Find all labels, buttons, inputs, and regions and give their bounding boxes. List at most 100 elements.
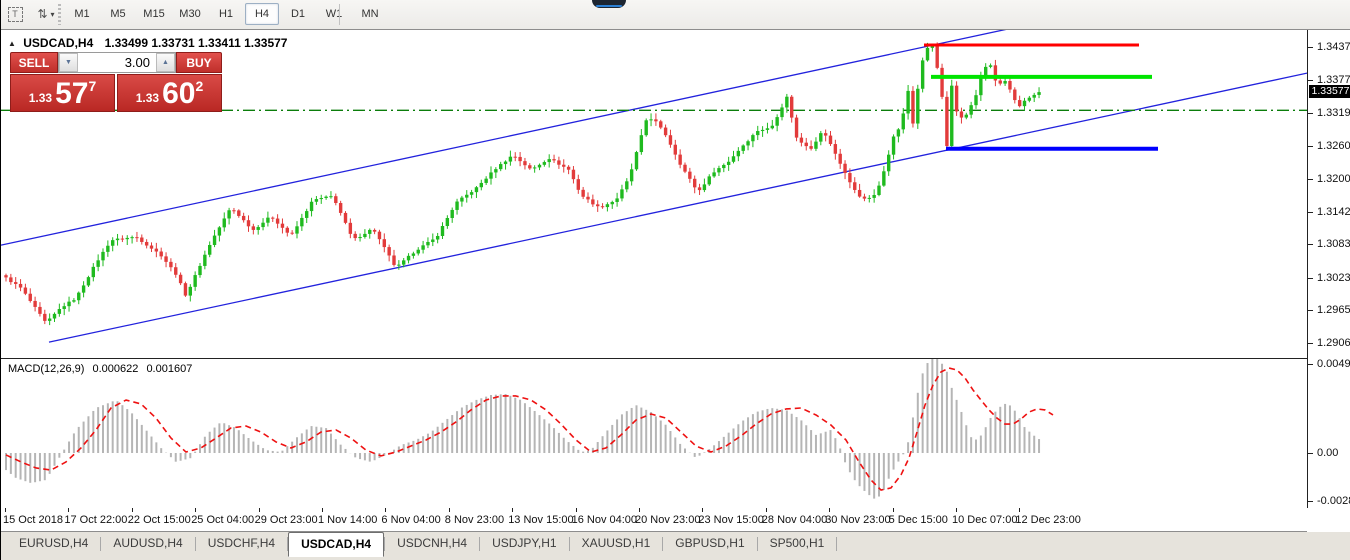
price-tick-label: 1.30835 xyxy=(1317,238,1350,251)
chart-tab-usdcad[interactable]: USDCAD,H4 xyxy=(288,532,385,557)
time-tick-mark xyxy=(1019,508,1021,512)
time-tick-mark xyxy=(448,508,450,512)
price-tick-mark xyxy=(1308,145,1313,147)
price-chart-panel[interactable]: ▲ USDCAD,H4 1.33499 1.33731 1.33411 1.33… xyxy=(1,30,1307,359)
price-tick-mark xyxy=(1308,310,1313,312)
tab-separator xyxy=(100,537,102,551)
macd-chart[interactable] xyxy=(1,359,1307,508)
timeframe-button-m15[interactable]: M15 xyxy=(143,8,165,20)
price-tick-mark xyxy=(1308,211,1313,213)
time-tick-mark xyxy=(68,508,70,512)
macd-tick-mark xyxy=(1308,453,1313,454)
volume-up-button[interactable]: ▲ xyxy=(156,53,175,72)
tab-separator xyxy=(287,537,289,551)
volume-stepper: ▼ 3.00 ▲ xyxy=(58,52,176,73)
chart-tab-gbpusd[interactable]: GBPUSD,H1 xyxy=(675,536,745,550)
timeframe-button-h4[interactable]: H4 xyxy=(245,3,279,25)
time-tick-mark xyxy=(956,508,957,512)
time-tick-label: 10 Dec 07:00 xyxy=(952,514,1018,526)
chart-tab-xauusd[interactable]: XAUUSD,H1 xyxy=(581,536,651,550)
toolbar-grip[interactable] xyxy=(58,4,61,25)
price-tick-label: 1.29065 xyxy=(1317,337,1350,349)
channel-upper-trendline[interactable] xyxy=(1,30,1307,246)
time-tick-label: 5 Dec 15:00 xyxy=(888,514,948,526)
time-tick-label: 16 Nov 04:00 xyxy=(571,514,638,526)
chart-symbol: USDCAD,H4 xyxy=(23,36,94,50)
macd-tick-label: -0.002868 xyxy=(1317,495,1350,507)
chart-tab-sp500[interactable]: SP500,H1 xyxy=(769,536,825,550)
price-tick-mark xyxy=(1308,179,1313,181)
tab-separator xyxy=(384,537,386,551)
sell-price-prefix: 1.33 xyxy=(28,91,53,105)
candlestick-chart[interactable] xyxy=(1,30,1307,358)
chart-ohlc: 1.33499 1.33731 1.33411 1.33577 xyxy=(104,36,288,50)
chart-tab-audusd[interactable]: AUDUSD,H4 xyxy=(113,536,183,550)
collapse-triangle-icon[interactable]: ▲ xyxy=(8,39,16,48)
time-axis[interactable]: 15 Oct 2018 17 Oct 22:00 22 Oct 15:00 25 Oc… xyxy=(1,508,1307,532)
buy-price-box[interactable]: 1.33 60 2 xyxy=(117,74,222,112)
dropdown-caret-icon: ▾ xyxy=(50,9,55,19)
chart-title: ▲ USDCAD,H4 1.33499 1.33731 1.33411 1.33… xyxy=(8,36,287,50)
macd-histogram xyxy=(5,359,1041,499)
time-tick-mark xyxy=(829,508,831,512)
timeframe-button-mn[interactable]: MN xyxy=(361,8,379,20)
macd-tick-label: 0.00 xyxy=(1317,447,1339,459)
tab-separator xyxy=(479,537,481,551)
price-axis[interactable]: 1.33577 1.34375 1.33775 1.33190 1.32605 1.32… xyxy=(1307,30,1350,508)
timeframe-button-m30[interactable]: M30 xyxy=(179,8,201,20)
time-tick-mark xyxy=(892,508,894,512)
macd-tick-mark xyxy=(1308,501,1313,502)
timeframe-button-w1[interactable]: W1 xyxy=(325,8,343,20)
macd-tick-mark xyxy=(1308,364,1313,365)
channel-lower-trendline[interactable] xyxy=(48,72,1307,343)
timeframe-button-m1[interactable]: M1 xyxy=(74,8,90,20)
price-tick-label: 1.34375 xyxy=(1317,41,1350,53)
one-click-trade-panel: SELL ▼ 3.00 ▲ BUY 1.33 57 7 1.33 60 2 xyxy=(10,52,222,112)
time-tick-mark xyxy=(195,508,197,512)
tab-separator xyxy=(568,537,570,551)
time-tick-label: 28 Nov 04:00 xyxy=(761,514,828,526)
macd-indicator-panel[interactable]: MACD(12,26,9) 0.000622 0.001607 xyxy=(1,359,1307,509)
time-tick-mark xyxy=(322,508,323,512)
time-tick-mark xyxy=(512,508,514,512)
buy-price-prefix: 1.33 xyxy=(135,91,160,105)
time-tick-label: 25 Oct 04:00 xyxy=(191,514,255,526)
selection-tool-icon[interactable]: T xyxy=(4,4,26,24)
buy-price-pip: 2 xyxy=(195,78,204,94)
time-tick-label: 17 Oct 22:00 xyxy=(64,514,128,526)
time-tick-mark xyxy=(639,508,640,512)
price-tick-label: 1.32605 xyxy=(1317,139,1350,152)
sell-price-box[interactable]: 1.33 57 7 xyxy=(10,74,115,112)
timeframe-button-d1[interactable]: D1 xyxy=(290,8,306,20)
time-tick-mark xyxy=(258,508,260,512)
chart-tab-usdjpy[interactable]: USDJPY,H1 xyxy=(492,536,557,550)
macd-main-value: 0.000622 xyxy=(92,363,139,375)
chart-tab-usdcnh[interactable]: USDCNH,H4 xyxy=(397,536,468,550)
price-tick-label: 1.30235 xyxy=(1317,271,1350,284)
toolbar-separator xyxy=(339,4,340,25)
time-tick-label: 29 Oct 23:00 xyxy=(254,514,318,526)
arrange-windows-icon[interactable]: ⇅ ▾ xyxy=(31,4,61,24)
candles xyxy=(4,42,1041,326)
price-tick-mark xyxy=(1308,47,1313,48)
time-tick-label: 8 Nov 23:00 xyxy=(444,514,505,526)
tab-separator xyxy=(662,537,664,551)
volume-down-button[interactable]: ▼ xyxy=(59,53,78,72)
buy-button[interactable]: BUY xyxy=(176,52,222,73)
chart-tab-usdchf[interactable]: USDCHF,H4 xyxy=(207,536,276,550)
time-tick-label: 23 Nov 15:00 xyxy=(698,514,764,526)
chart-tab-bar: EURUSD,H4 AUDUSD,H4 USDCHF,H4 USDCAD,H4 USDC… xyxy=(1,532,1350,560)
volume-input[interactable]: 3.00 xyxy=(124,55,150,70)
sell-button[interactable]: SELL xyxy=(10,52,58,73)
chart-tab-eurusd[interactable]: EURUSD,H4 xyxy=(19,536,89,550)
sell-price-pip: 7 xyxy=(88,78,97,94)
time-tick-mark xyxy=(575,508,577,512)
time-tick-label: 1 Nov 14:00 xyxy=(318,514,378,526)
platform-logo xyxy=(592,0,626,8)
time-tick-label: 30 Nov 23:00 xyxy=(825,514,891,526)
toolbar: T ⇅ ▾ M1 M5 M15 M30 H1 H4 D1 W1 MN xyxy=(1,0,1350,30)
price-tick-mark xyxy=(1308,244,1313,246)
timeframe-button-h1[interactable]: H1 xyxy=(218,8,234,20)
timeframe-button-m5[interactable]: M5 xyxy=(110,8,126,20)
